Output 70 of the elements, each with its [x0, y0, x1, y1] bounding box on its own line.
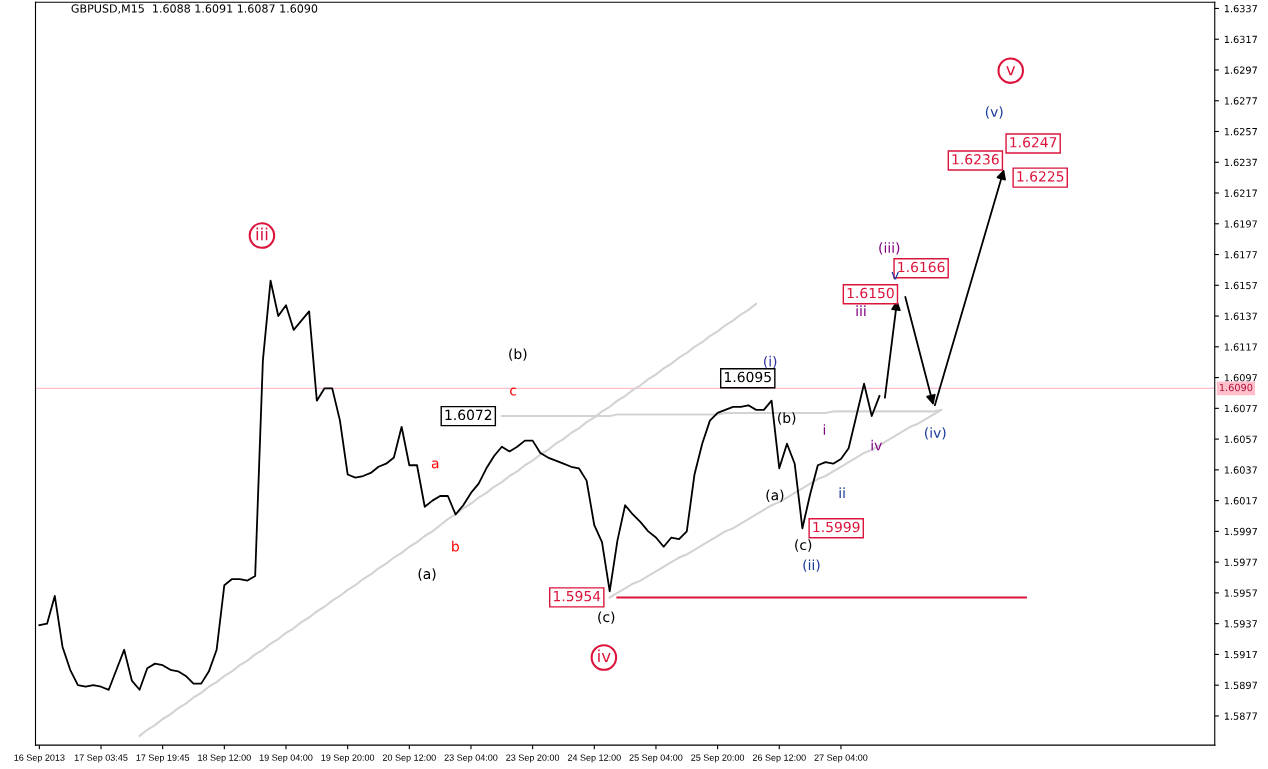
- x-tick-label: 19 Sep 04:00: [259, 754, 313, 763]
- x-tick-label: 25 Sep 20:00: [691, 754, 745, 763]
- ref-line-label: 1.6090: [1219, 383, 1253, 392]
- annotation: (iv): [925, 427, 946, 440]
- annotation: iii: [856, 305, 866, 316]
- x-tick-label: 16 Sep 2013: [14, 754, 65, 763]
- y-tick-label: 1.5937: [1224, 620, 1257, 628]
- y-tick-label: 1.6297: [1224, 66, 1257, 74]
- y-tick-label: 1.5977: [1224, 558, 1257, 566]
- y-tick-label: 1.6017: [1224, 497, 1257, 505]
- annotation: (i): [764, 355, 777, 369]
- x-tick-label: 24 Sep 12:00: [567, 754, 621, 763]
- annotation: (a): [766, 489, 784, 502]
- x-tick-label: 17 Sep 03:45: [74, 754, 128, 763]
- x-tick-label: 25 Sep 04:00: [629, 754, 683, 763]
- annotation: 1.6225: [1017, 171, 1064, 182]
- annotation: 1.6166: [898, 261, 945, 273]
- x-tick-label: 27 Sep 04:00: [814, 754, 868, 763]
- annotation: (b): [509, 348, 527, 361]
- y-tick-label: 1.6257: [1224, 127, 1257, 136]
- annotation: ii: [839, 487, 845, 498]
- annotation: (c): [598, 611, 615, 624]
- y-tick-label: 1.5877: [1224, 712, 1257, 720]
- annotation: c: [510, 387, 517, 396]
- x-tick-label: 18 Sep 12:00: [198, 754, 251, 763]
- y-tick-label: 1.6337: [1224, 4, 1257, 13]
- annotation: 1.6236: [952, 154, 999, 165]
- annotation: 1.5954: [554, 590, 601, 602]
- y-tick-label: 1.6117: [1224, 343, 1257, 351]
- x-tick-label: 17 Sep 19:45: [136, 754, 190, 763]
- annotation: i: [823, 424, 826, 435]
- chart-title: GBPUSD,M15 1.6088 1.6091 1.6087 1.6090: [71, 4, 318, 14]
- annotation: iii: [256, 227, 268, 241]
- y-tick-label: 1.5917: [1224, 650, 1257, 659]
- annotation: (v): [985, 106, 1003, 119]
- y-tick-label: 1.6317: [1224, 35, 1257, 44]
- annotation: 1.6150: [847, 287, 894, 299]
- annotation: iv: [871, 439, 882, 451]
- y-tick-label: 1.6197: [1224, 220, 1257, 228]
- annotation: b: [452, 540, 459, 552]
- annotation: a: [431, 460, 439, 469]
- annotation: (iii): [879, 242, 900, 255]
- x-tick-label: 19 Sep 20:00: [321, 754, 375, 763]
- y-tick-label: 1.6057: [1224, 435, 1257, 443]
- y-tick-label: 1.5957: [1224, 589, 1257, 597]
- y-tick-label: 1.5997: [1224, 527, 1257, 536]
- y-tick-label: 1.6277: [1224, 97, 1257, 105]
- annotation: (a): [418, 568, 436, 581]
- y-tick-label: 1.6217: [1224, 189, 1257, 197]
- annotation: 1.5999: [813, 521, 860, 533]
- y-tick-label: 1.6237: [1224, 158, 1257, 167]
- annotation: v: [1006, 66, 1016, 76]
- y-tick-label: 1.5897: [1224, 681, 1257, 690]
- annotation: (ii): [803, 559, 820, 572]
- annotation: (b): [778, 412, 796, 425]
- y-tick-label: 1.6037: [1224, 466, 1257, 474]
- y-tick-label: 1.6137: [1224, 312, 1257, 320]
- x-tick-label: 26 Sep 12:00: [752, 754, 806, 763]
- y-tick-label: 1.6177: [1224, 251, 1257, 259]
- x-tick-label: 20 Sep 12:00: [382, 754, 436, 763]
- annotation: 1.6072: [445, 409, 492, 421]
- annotation: iv: [598, 649, 611, 663]
- annotation: (c): [795, 539, 812, 552]
- y-tick-label: 1.6077: [1224, 404, 1257, 413]
- y-tick-label: 1.6157: [1224, 281, 1257, 290]
- annotation: 1.6095: [724, 371, 771, 383]
- y-tick-label: 1.6097: [1224, 374, 1257, 382]
- x-tick-label: 23 Sep 20:00: [506, 754, 560, 763]
- annotation: 1.6247: [1010, 136, 1057, 148]
- x-tick-label: 23 Sep 04:00: [444, 754, 498, 763]
